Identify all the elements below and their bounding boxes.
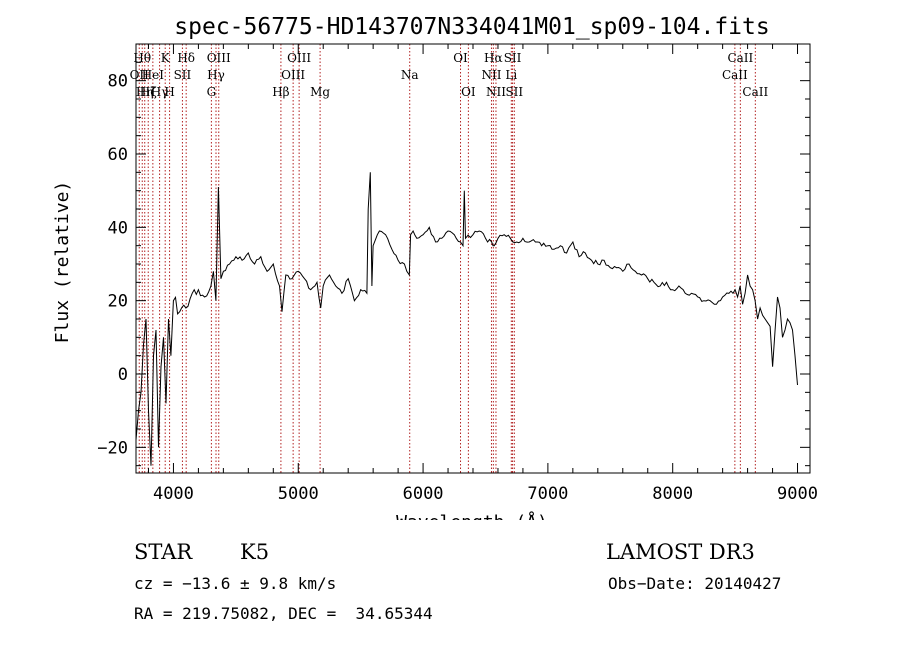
line-label-27: CaII [727,51,753,65]
line-label-19: OI [461,85,476,99]
y-tick-label-2: 20 [108,292,128,312]
spectrum-line [135,172,798,466]
x-tick-label-3: 7000 [527,484,568,504]
line-label-10: G [207,85,217,99]
line-label-2: Hη [136,85,154,99]
redshift-cz: cz = −13.6 ± 9.8 km/s [134,574,337,593]
line-label-17: Na [401,68,419,82]
chart-title: spec-56775-HD143707N334041M01_sp09-104.f… [174,14,769,40]
object-class: STAR [134,540,193,564]
x-tick-label-1: 5000 [278,484,319,504]
y-axis-ticks: −20 0 20 40 60 80 [97,61,810,467]
spectral-line-labels: OIIHθHηHζHeIHγKHSIIHδGHγOIIIHβOIIIOIIIMg… [130,51,769,99]
line-label-7: H [164,85,174,99]
y-axis-label: Flux (relative) [52,181,73,344]
y-tick-label-1: 0 [118,365,128,385]
line-label-8: SII [174,68,192,82]
line-label-11: Hγ [207,68,225,82]
line-label-23: Li [505,68,517,82]
line-label-3: Hζ [140,85,157,99]
line-label-24: SII [504,51,522,65]
line-label-14: OIII [281,68,305,82]
line-label-1: Hθ [133,51,151,65]
line-label-4: HeI [142,68,165,82]
line-label-20: NII [481,68,501,82]
line-label-12: OIII [207,51,231,65]
spectral-line-markers [138,44,756,473]
line-label-22: NII [486,85,506,99]
y-tick-label-0: −20 [97,438,128,458]
y-tick-label-4: 60 [108,145,128,165]
line-label-6: K [161,51,171,65]
x-tick-label-2: 6000 [403,484,444,504]
line-label-16: Mg [310,85,330,99]
y-tick-label-5: 80 [108,72,128,92]
x-axis-label: Wavelength (Å) [396,511,548,520]
line-label-28: CaII [742,85,768,99]
spectrum-chart: spec-56775-HD143707N334041M01_sp09-104.f… [52,14,818,520]
survey-name: LAMOST DR3 [606,540,755,564]
line-label-9: Hδ [177,51,195,65]
spectral-subclass: K5 [240,540,270,564]
line-label-26: CaII [722,68,748,82]
line-label-25: SII [505,85,523,99]
x-tick-label-4: 8000 [652,484,693,504]
line-label-13: Hβ [272,85,289,99]
observation-date: Obs−Date: 20140427 [608,574,782,593]
x-tick-label-0: 4000 [153,484,194,504]
line-label-18: OI [453,51,468,65]
line-label-0: OII [130,68,150,82]
y-tick-label-3: 40 [108,218,128,238]
line-label-15: OIII [287,51,311,65]
line-label-21: Hα [484,51,503,65]
x-tick-label-5: 9000 [777,484,818,504]
coordinates: RA = 219.75082, DEC = 34.65344 [134,604,433,623]
x-axis-ticks: 4000 5000 6000 7000 8000 9000 [147,44,818,504]
line-label-5: Hγ [151,85,169,99]
